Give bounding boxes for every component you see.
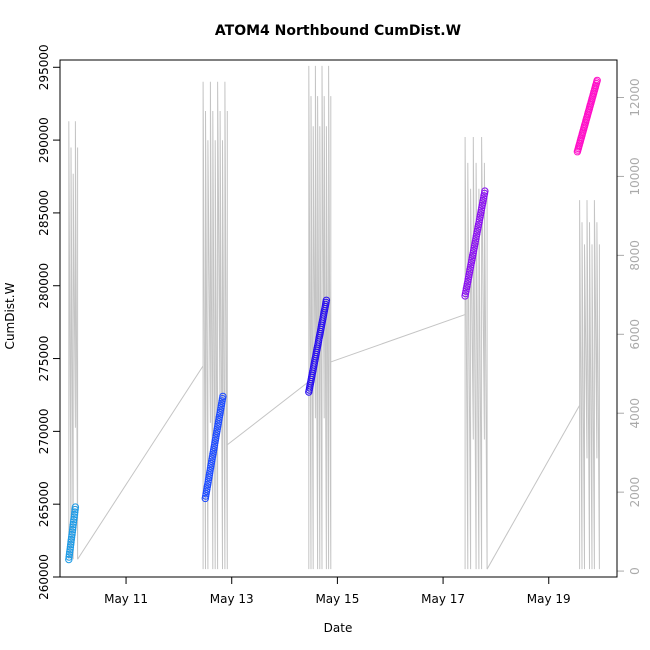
y-right-tick-label: 6000 [628,319,642,350]
data-point [70,510,79,519]
y-left-tick-label: 270000 [37,408,51,454]
series-1 [65,503,80,564]
y-left-tick-label: 285000 [37,190,51,236]
secondary-trace-connector [77,365,204,560]
data-point [71,503,80,511]
data-point [65,550,74,559]
secondary-trace-connector [486,405,581,570]
series-2 [201,392,227,503]
secondary-trace-segment [68,121,79,560]
secondary-trace-segment [579,200,600,570]
data-point [69,520,77,529]
data-point [69,518,78,526]
data-point [68,530,76,539]
plot-frame [59,59,618,578]
chart-title: ATOM4 Northbound CumDist.W [215,23,461,39]
series-5 [573,76,601,156]
secondary-trace-layer [68,65,600,570]
data-point [593,76,601,85]
data-point [67,535,76,544]
series-4 [461,187,489,300]
y-right-tick-label: 8000 [628,240,642,271]
series-3 [305,296,331,396]
x-axis-label: Date [324,621,353,635]
data-point [322,296,331,304]
y-left-tick-label: 265000 [37,481,51,527]
x-tick-label: May 11 [104,592,148,606]
data-point [68,525,77,534]
data-point [66,543,75,551]
secondary-trace-segment [464,136,488,570]
data-points-layer [65,76,601,564]
y-right-tick-label: 4000 [628,398,642,429]
y-right-tick-label: 0 [628,567,642,575]
data-point [70,515,78,524]
y-left-tick-label: 280000 [37,263,51,309]
x-tick-label: May 13 [210,592,254,606]
y-left-tick-label: 295000 [37,44,51,90]
data-point [66,548,74,556]
secondary-trace-segment [308,65,332,570]
data-point [71,505,79,514]
x-tick-label: May 15 [315,592,359,606]
data-point [219,392,227,401]
y-right-tick-label: 12000 [628,78,642,116]
y-left-tick-label: 260000 [37,554,51,600]
data-point [68,528,77,536]
axes-layer: May 11 May 13 May 15 May 17 May 19 260000 2650… [37,44,642,606]
x-tick-label: May 19 [527,592,571,606]
data-point [67,538,75,546]
data-point [71,508,79,516]
data-point [69,523,77,531]
secondary-trace-segment [202,81,228,570]
data-point [67,533,76,541]
data-point [70,513,78,521]
data-point [67,540,75,549]
y-left-tick-label: 290000 [37,117,51,163]
data-point [66,545,74,554]
secondary-trace-connector [330,314,466,363]
data-point [65,553,73,561]
y-left-tick-label: 275000 [37,336,51,382]
secondary-trace-connector [227,381,310,446]
y-axis-label: CumDist.W [3,282,17,349]
data-point [65,555,73,564]
data-point [481,187,489,195]
x-tick-label: May 17 [421,592,465,606]
y-right-tick-label: 10000 [628,157,642,195]
y-right-tick-label: 2000 [628,477,642,508]
